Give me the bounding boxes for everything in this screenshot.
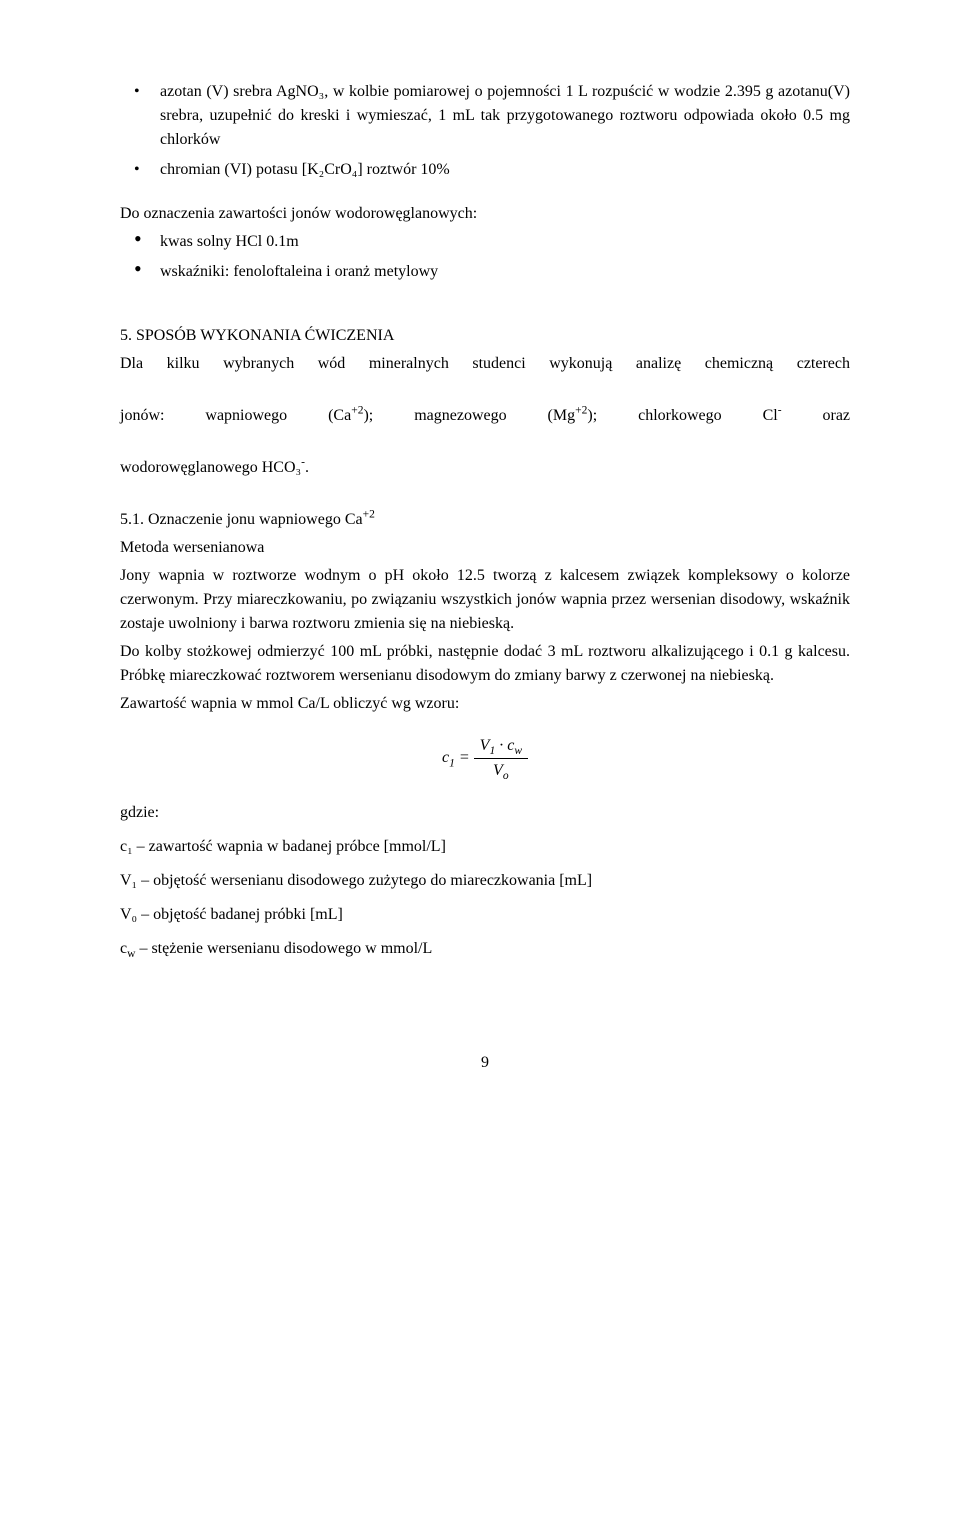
list-item: chromian (VI) potasu [K₂CrO₄] roztwór 10…	[120, 158, 850, 182]
def-2: V₁ – objętość wersenianu disodowego zuży…	[120, 869, 850, 893]
def-1: c₁ – zawartość wapnia w badanej próbce […	[120, 835, 850, 859]
top-bullet-list: azotan (V) srebra AgNO₃, w kolbie pomiar…	[120, 80, 850, 182]
list-item: wskaźniki: fenoloftaleina i oranż metylo…	[120, 260, 850, 284]
section-5-1-p1: Metoda wersenianowa	[120, 536, 850, 560]
mid-heading: Do oznaczenia zawartości jonów wodorowęg…	[120, 202, 850, 226]
list-item: kwas solny HCl 0.1m	[120, 230, 850, 254]
section-5-1-p3: Do kolby stożkowej odmierzyć 100 mL prób…	[120, 640, 850, 688]
section-5-heading: 5. SPOSÓB WYKONANIA ĆWICZENIA	[120, 324, 850, 348]
formula: c1 = V1 · cw Vo	[120, 734, 850, 783]
section-5-1-p4: Zawartość wapnia w mmol Ca/L obliczyć wg…	[120, 692, 850, 716]
section-5-1-heading: 5.1. Oznaczenie jonu wapniowego Ca+2	[120, 508, 850, 532]
mid-bullet-list: kwas solny HCl 0.1m wskaźniki: fenolofta…	[120, 230, 850, 284]
list-item: azotan (V) srebra AgNO₃, w kolbie pomiar…	[120, 80, 850, 152]
where-label: gdzie:	[120, 801, 850, 825]
def-3: V₀ – objętość badanej próbki [mL]	[120, 903, 850, 927]
page-number: 9	[120, 1051, 850, 1075]
section-5-1-p2: Jony wapnia w roztworze wodnym o pH okoł…	[120, 564, 850, 636]
section-5-paragraph-1: Dla kilku wybranych wód mineralnych stud…	[120, 352, 850, 480]
def-4: cw – stężenie wersenianu disodowego w mm…	[120, 937, 850, 961]
